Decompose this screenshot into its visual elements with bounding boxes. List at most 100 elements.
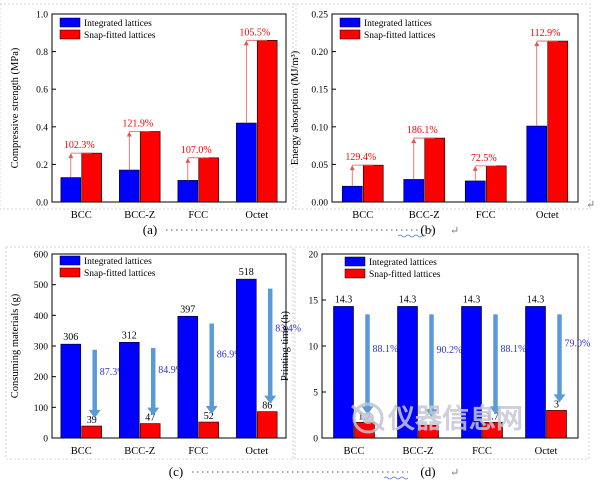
y-tick-label: 0.0 — [36, 199, 48, 209]
bar-integrated — [403, 179, 425, 203]
y-tick-label: 500 — [34, 281, 49, 291]
y-tick-label: 10 — [309, 343, 319, 353]
panel-label-a: (a) — [143, 222, 157, 237]
y-tick-label: 0.10 — [311, 123, 328, 133]
panel-label-d: (d) — [420, 464, 435, 479]
y-tick-label: 100 — [34, 404, 49, 414]
watermark-logo-icon — [351, 402, 385, 434]
y-tick-label: 0.2 — [36, 161, 48, 171]
bar-snap-fitted — [81, 152, 102, 203]
increase-percent-label: 121.9% — [122, 119, 153, 130]
decrease-arrowhead — [88, 410, 101, 419]
increase-arrowhead — [185, 157, 191, 163]
decrease-arrowhead — [425, 409, 438, 418]
bar-snap-fitted — [485, 165, 507, 203]
underline-squiggle-top — [397, 234, 427, 238]
bar-integrated — [177, 315, 199, 439]
decrease-arrowhead — [147, 407, 160, 416]
decrease-percent-label: 90.2% — [437, 345, 463, 356]
legend-swatch — [339, 29, 361, 40]
bar-snap-fitted — [256, 411, 278, 439]
legend-label: Integrated lattices — [364, 19, 432, 29]
bar-snap-fitted — [424, 137, 446, 203]
value-label-snap-fitted: 3 — [554, 399, 559, 410]
y-tick-label: 0.4 — [36, 123, 48, 133]
y-tick-label: 0 — [313, 435, 318, 445]
increase-arrowhead — [68, 153, 74, 159]
panel-label-b: (b) — [420, 222, 435, 237]
bar-integrated — [119, 169, 140, 203]
legend-label: Integrated lattices — [84, 257, 152, 267]
decrease-arrowhead — [553, 394, 566, 403]
bar-snap-fitted — [256, 40, 278, 203]
y-tick-label: 0.6 — [36, 86, 48, 96]
legend-label: Snap-fitted lattices — [364, 30, 436, 41]
decrease-arrowhead — [205, 406, 218, 415]
y-tick-label: 300 — [34, 343, 49, 353]
bar-snap-fitted — [482, 422, 503, 439]
bar-integrated — [60, 177, 82, 203]
return-mark-top-right: ↵ — [450, 225, 459, 237]
y-tick-label: 200 — [34, 373, 49, 383]
value-label-integrated: 14.3 — [463, 294, 481, 305]
value-label-snap-fitted: 52 — [204, 411, 214, 422]
value-label-integrated: 14.3 — [527, 294, 545, 305]
legend-swatch — [59, 29, 81, 40]
y-axis-label: Compressive strength (MPa) — [10, 47, 21, 168]
legend-label: Integrated lattices — [84, 19, 152, 29]
decrease-percent-label: 86.9% — [217, 349, 243, 360]
increase-percent-label: 105.5% — [239, 27, 270, 38]
x-tick-label: BCC-Z — [124, 210, 155, 221]
bar-integrated — [119, 342, 140, 439]
y-tick-label: 0.05 — [311, 161, 328, 171]
x-tick-label: FCC — [188, 210, 208, 221]
legend-label: Snap-fitted lattices — [84, 268, 156, 279]
chart-panel-3: 0 100 200 300 400 500 600 Consuming materials (… — [5, 246, 301, 460]
bar-snap-fitted — [546, 410, 567, 439]
bar-integrated — [461, 306, 482, 439]
x-tick-label: BCC-Z — [409, 210, 440, 221]
value-label-integrated: 518 — [239, 267, 254, 278]
x-tick-label: BCC — [71, 446, 92, 457]
value-label-snap-fitted: 1.7 — [486, 411, 499, 422]
panel-outline — [292, 3, 591, 210]
legend-swatch — [344, 268, 366, 279]
bar-snap-fitted — [139, 131, 161, 203]
x-tick-label: BCC — [352, 210, 373, 221]
chart-panel-2: 0.00 0.05 0.10 0.15 0.20 0.25 Energy absorptio… — [290, 3, 591, 221]
y-tick-label: 1.0 — [36, 11, 48, 21]
increase-arrowhead — [126, 131, 132, 137]
y-tick-label: 5 — [313, 389, 318, 399]
y-axis-label: Printing time (h) — [280, 311, 291, 381]
legend-swatch — [59, 267, 81, 278]
increase-percent-label: 72.5% — [471, 153, 497, 164]
x-tick-label: Octet — [245, 446, 268, 457]
increase-percent-label: 107.0% — [181, 145, 212, 156]
bar-integrated — [60, 343, 82, 439]
bar-snap-fitted — [198, 421, 219, 439]
x-tick-label: Octet — [535, 446, 558, 457]
increase-percent-label: 129.4% — [345, 152, 376, 163]
bar-integrated — [341, 185, 363, 203]
x-tick-label: Octet — [536, 210, 559, 221]
chart-panel-4: 0 5 10 15 20 Printing time (h) BCC 14.3 1.7 88.1%… — [280, 246, 590, 460]
legend-swatch — [59, 255, 81, 266]
y-tick-label: 400 — [34, 312, 49, 322]
y-tick-label: 0 — [43, 435, 48, 445]
y-tick-label: 0.8 — [36, 48, 48, 58]
bar-integrated — [397, 306, 418, 439]
panel-outline — [5, 246, 294, 460]
x-tick-label: BCC-Z — [403, 446, 434, 457]
decrease-percent-label: 88.1% — [373, 344, 399, 355]
x-tick-label: BCC — [343, 446, 364, 457]
caption-row-bottom: (c) (d) ↵ — [169, 464, 459, 480]
bar-snap-fitted — [362, 164, 384, 203]
value-label-integrated: 14.3 — [335, 294, 353, 305]
legend-label: Snap-fitted lattices — [369, 269, 441, 280]
legend-swatch — [344, 256, 366, 267]
underline-squiggle-bottom — [383, 476, 409, 480]
return-mark-bottom-right: ↵ — [450, 467, 459, 479]
watermark: 仪器信息网 — [351, 402, 523, 435]
